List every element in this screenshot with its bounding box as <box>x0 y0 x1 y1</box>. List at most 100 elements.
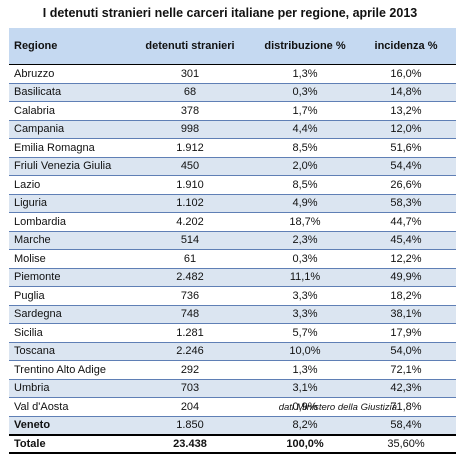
total-row: Totale 23.438 100,0% 35,60% <box>9 434 456 454</box>
cell-regione: Veneto <box>9 416 126 436</box>
table-row: Veneto 1.850 8,2% 58,4% <box>9 416 456 436</box>
cell-incidenza: 72,1% <box>356 360 456 380</box>
table-title: I detenuti stranieri nelle carceri itali… <box>42 6 418 20</box>
source-note: dati Ministero della Giustizia <box>278 402 397 413</box>
header-distribuzione: distribuzione % <box>254 28 356 65</box>
table-body: Abruzzo 301 1,3% 16,0% Basilicata 68 0,3% 14,8%… <box>9 64 456 436</box>
cell-regione: Calabria <box>9 101 126 121</box>
cell-regione: Campania <box>9 120 126 139</box>
cell-regione: Lazio <box>9 175 126 195</box>
cell-detenuti: 514 <box>126 231 254 250</box>
cell-detenuti: 736 <box>126 286 254 306</box>
total-label: Totale <box>9 434 126 454</box>
table-row: Molise 61 0,3% 12,2% <box>9 249 456 269</box>
cell-distribuzione: 4,4% <box>254 120 356 139</box>
cell-regione: Val d'Aosta <box>9 397 126 417</box>
cell-distribuzione: 3,3% <box>254 286 356 306</box>
cell-detenuti: 68 <box>126 83 254 102</box>
cell-incidenza: 14,8% <box>356 83 456 102</box>
cell-distribuzione: 11,1% <box>254 268 356 287</box>
cell-regione: Friuli Venezia Giulia <box>9 157 126 176</box>
cell-detenuti: 450 <box>126 157 254 176</box>
table-row: Trentino Alto Adige 292 1,3% 72,1% <box>9 360 456 380</box>
cell-regione: Sicilia <box>9 323 126 343</box>
table-header-row: Regione detenuti stranieri distribuzione… <box>9 28 456 65</box>
cell-distribuzione: 1,7% <box>254 101 356 121</box>
total-distribuzione: 100,0% <box>254 434 356 454</box>
cell-distribuzione: 3,1% <box>254 379 356 398</box>
table-row: Basilicata 68 0,3% 14,8% <box>9 83 456 102</box>
cell-incidenza: 38,1% <box>356 305 456 324</box>
table-row: Piemonte 2.482 11,1% 49,9% <box>9 268 456 287</box>
cell-regione: Umbria <box>9 379 126 398</box>
cell-regione: Lombardia <box>9 212 126 232</box>
cell-regione: Piemonte <box>9 268 126 287</box>
cell-distribuzione: 2,3% <box>254 231 356 250</box>
cell-regione: Toscana <box>9 342 126 361</box>
cell-detenuti: 301 <box>126 64 254 84</box>
cell-distribuzione: 0,3% <box>254 83 356 102</box>
cell-detenuti: 703 <box>126 379 254 398</box>
header-regione: Regione <box>9 28 126 65</box>
table-row: Marche 514 2,3% 45,4% <box>9 231 456 250</box>
cell-detenuti: 1.912 <box>126 138 254 158</box>
cell-regione: Marche <box>9 231 126 250</box>
cell-distribuzione: 2,0% <box>254 157 356 176</box>
cell-detenuti: 1.910 <box>126 175 254 195</box>
cell-detenuti: 2.246 <box>126 342 254 361</box>
cell-incidenza: 54,0% <box>356 342 456 361</box>
cell-incidenza: 42,3% <box>356 379 456 398</box>
table-row: Lombardia 4.202 18,7% 44,7% <box>9 212 456 232</box>
cell-incidenza: 12,2% <box>356 249 456 269</box>
cell-incidenza: 54,4% <box>356 157 456 176</box>
cell-incidenza: 16,0% <box>356 64 456 84</box>
table-row: Puglia 736 3,3% 18,2% <box>9 286 456 306</box>
cell-regione: Trentino Alto Adige <box>9 360 126 380</box>
cell-detenuti: 292 <box>126 360 254 380</box>
cell-regione: Puglia <box>9 286 126 306</box>
header-incidenza: incidenza % <box>356 28 456 65</box>
cell-detenuti: 204 <box>126 397 254 417</box>
prisoners-table: Regione detenuti stranieri distribuzione… <box>9 28 456 454</box>
cell-detenuti: 4.202 <box>126 212 254 232</box>
cell-incidenza: 58,4% <box>356 416 456 436</box>
table-row: Abruzzo 301 1,3% 16,0% <box>9 64 456 84</box>
cell-detenuti: 1.281 <box>126 323 254 343</box>
table-row: Sicilia 1.281 5,7% 17,9% <box>9 323 456 343</box>
cell-incidenza: 17,9% <box>356 323 456 343</box>
table-row: Sardegna 748 3,3% 38,1% <box>9 305 456 324</box>
cell-distribuzione: 5,7% <box>254 323 356 343</box>
cell-incidenza: 18,2% <box>356 286 456 306</box>
cell-incidenza: 58,3% <box>356 194 456 213</box>
cell-detenuti: 998 <box>126 120 254 139</box>
cell-detenuti: 378 <box>126 101 254 121</box>
table-row: Emilia Romagna 1.912 8,5% 51,6% <box>9 138 456 158</box>
table-row: Umbria 703 3,1% 42,3% <box>9 379 456 398</box>
table-row: Calabria 378 1,7% 13,2% <box>9 101 456 121</box>
cell-distribuzione: 0,9% <box>254 397 356 417</box>
cell-detenuti: 1.102 <box>126 194 254 213</box>
table-row: Friuli Venezia Giulia 450 2,0% 54,4% <box>9 157 456 176</box>
cell-regione: Abruzzo <box>9 64 126 84</box>
header-detenuti: detenuti stranieri <box>126 28 254 65</box>
cell-distribuzione: 10,0% <box>254 342 356 361</box>
cell-incidenza: 13,2% <box>356 101 456 121</box>
cell-detenuti: 1.850 <box>126 416 254 436</box>
cell-regione: Molise <box>9 249 126 269</box>
cell-incidenza: 51,6% <box>356 138 456 158</box>
cell-detenuti: 748 <box>126 305 254 324</box>
table-row: Lazio 1.910 8,5% 26,6% <box>9 175 456 195</box>
cell-distribuzione: 3,3% <box>254 305 356 324</box>
cell-detenuti: 2.482 <box>126 268 254 287</box>
table-row: Val d'Aosta 204 0,9% 71,8% <box>9 397 456 417</box>
cell-incidenza: 12,0% <box>356 120 456 139</box>
cell-regione: Basilicata <box>9 83 126 102</box>
total-detenuti: 23.438 <box>126 434 254 454</box>
cell-distribuzione: 8,5% <box>254 138 356 158</box>
cell-distribuzione: 0,3% <box>254 249 356 269</box>
cell-distribuzione: 8,5% <box>254 175 356 195</box>
cell-distribuzione: 8,2% <box>254 416 356 436</box>
table-row: Toscana 2.246 10,0% 54,0% <box>9 342 456 361</box>
cell-incidenza: 49,9% <box>356 268 456 287</box>
table-row: Liguria 1.102 4,9% 58,3% <box>9 194 456 213</box>
